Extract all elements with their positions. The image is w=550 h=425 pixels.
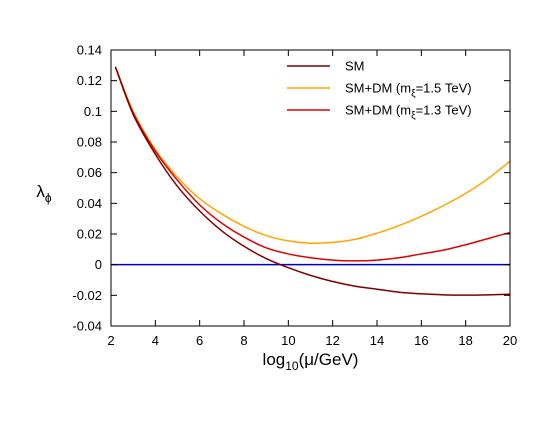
series-line-sm-dm-m-1-5-tev — [114, 66, 511, 245]
ticks-layer: 2 4 6 8 10 12 14 16 18 20 -0.04 -0.02 0 0.02 0.04 0.06 0… — [72, 43, 517, 349]
y-tick-label: 0.1 — [84, 104, 102, 119]
y-axis-label-main: λ — [36, 182, 45, 201]
series-line-sm — [114, 66, 511, 296]
x-tick-label: 12 — [325, 333, 339, 348]
y-tick-label: 0.06 — [77, 165, 102, 180]
y-tick-label: 0.08 — [77, 135, 102, 150]
y-tick-label: 0.14 — [77, 43, 102, 58]
y-tick-label: -0.04 — [72, 319, 102, 334]
legend-label: SM+DM (mξ=1.3 TeV) — [345, 103, 472, 122]
legend-label-main: SM — [345, 59, 365, 74]
legend-label-tail: =1.3 TeV) — [416, 103, 472, 118]
x-tick-label: 6 — [196, 333, 203, 348]
legend-label-main: SM+DM (m — [345, 103, 411, 118]
y-tick-label: 0 — [95, 257, 102, 272]
y-axis-label-subscript: ϕ — [45, 191, 52, 205]
x-tick-label: 16 — [414, 333, 428, 348]
x-tick-label: 10 — [281, 333, 295, 348]
legend-label: SM+DM (mξ=1.5 TeV) — [345, 81, 472, 100]
x-axis-label-prefix: log — [263, 350, 286, 369]
x-axis-label-subscript: 10 — [285, 359, 299, 373]
y-tick-label: 0.04 — [77, 196, 102, 211]
y-axis-label: λϕ — [36, 182, 52, 205]
y-tick-label: 0.12 — [77, 73, 102, 88]
series-layer — [111, 66, 511, 296]
legend-label-main: SM+DM (m — [345, 81, 411, 96]
legend-label-subscript: ξ — [411, 111, 416, 122]
y-tick-label: -0.02 — [72, 288, 102, 303]
x-tick-label: 14 — [370, 333, 384, 348]
legend-label: SM — [345, 59, 365, 74]
legend-label-subscript: ξ — [411, 89, 416, 100]
x-tick-label: 4 — [152, 333, 159, 348]
y-tick-label: 0.02 — [77, 227, 102, 242]
x-axis-label: log10(μ/GeV) — [263, 350, 359, 373]
legend-label-tail: =1.5 TeV) — [416, 81, 472, 96]
series-line-sm-dm-m-1-3-tev — [114, 66, 511, 262]
x-tick-label: 8 — [240, 333, 247, 348]
x-axis-label-suffix: (μ/GeV) — [299, 350, 359, 369]
x-tick-label: 20 — [503, 333, 517, 348]
x-tick-label: 2 — [107, 333, 114, 348]
x-tick-label: 18 — [458, 333, 472, 348]
plot-frame — [110, 49, 511, 327]
